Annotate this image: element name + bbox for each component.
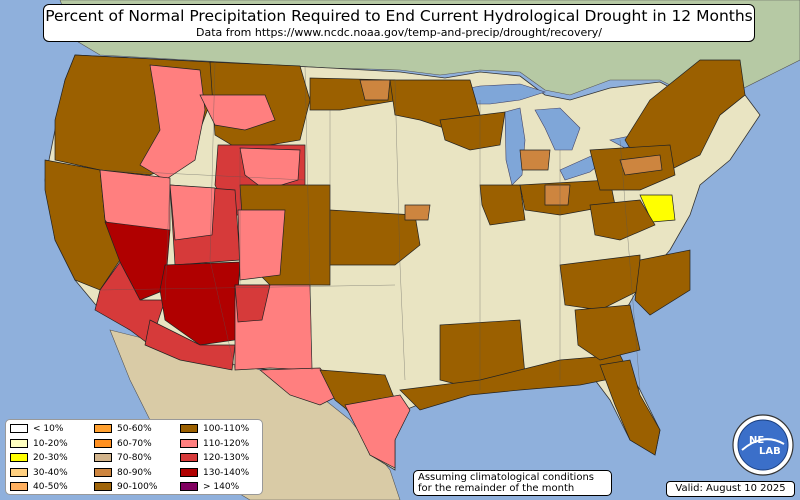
legend-swatch bbox=[10, 453, 28, 462]
legend-item: 10-20% bbox=[10, 438, 68, 449]
legend-label: 40-50% bbox=[33, 482, 68, 492]
legend-label: 10-20% bbox=[33, 438, 68, 449]
legend-label: 60-70% bbox=[117, 438, 152, 449]
legend-swatch bbox=[10, 424, 28, 433]
region-michigan-orange bbox=[519, 149, 551, 171]
region-florida bbox=[599, 359, 661, 456]
legend-label: 30-40% bbox=[33, 467, 68, 478]
legend-item: 40-50% bbox=[10, 482, 68, 492]
legend-swatch bbox=[10, 438, 28, 448]
legend-label: 80-90% bbox=[117, 467, 152, 478]
region-west-texas bbox=[259, 367, 341, 406]
legend-swatch bbox=[94, 438, 112, 448]
legend: < 10% 10-20% 20-30% 30-40% 40-50% 50-60% 60-70… bbox=[5, 419, 263, 495]
drought-regions bbox=[44, 54, 746, 469]
region-wisconsin bbox=[439, 111, 506, 151]
legend-swatch bbox=[180, 453, 198, 462]
legend-item: 20-30% bbox=[10, 453, 68, 463]
note-line-2: for the remainder of the month bbox=[418, 483, 575, 494]
region-utah-pink bbox=[169, 184, 216, 241]
legend-item: 90-100% bbox=[94, 482, 157, 492]
region-carolinas bbox=[634, 249, 691, 316]
region-south-texas bbox=[344, 394, 411, 469]
lake-huron bbox=[534, 107, 581, 151]
legend-label: < 10% bbox=[33, 424, 64, 434]
lake-michigan bbox=[504, 107, 526, 186]
map-subtitle: Data from https://www.ncdc.noaa.gov/temp… bbox=[196, 26, 602, 39]
legend-item: 110-120% bbox=[180, 438, 250, 449]
map-title: Percent of Normal Precipitation Required… bbox=[45, 7, 753, 25]
legend-swatch bbox=[10, 467, 28, 477]
region-montana-pink bbox=[199, 94, 276, 131]
region-arizona-south bbox=[144, 319, 236, 371]
region-georgia bbox=[574, 304, 641, 361]
valid-date: Valid: August 10 2025 bbox=[666, 481, 795, 497]
assumption-note: Assuming climatological conditions for t… bbox=[413, 470, 612, 496]
legend-item: 50-60% bbox=[94, 424, 152, 434]
legend-label: 110-120% bbox=[203, 438, 250, 449]
region-indiana-orange bbox=[544, 184, 571, 206]
legend-swatch bbox=[94, 424, 112, 433]
region-nevada-dark bbox=[104, 221, 171, 301]
logo-text-bottom: LAB bbox=[759, 446, 781, 457]
legend-item: 80-90% bbox=[94, 467, 152, 478]
region-appalachia bbox=[559, 254, 641, 311]
legend-item: 70-80% bbox=[94, 453, 152, 463]
legend-label: 100-110% bbox=[203, 424, 250, 434]
legend-item: 30-40% bbox=[10, 467, 68, 478]
region-dakotas-orange bbox=[359, 79, 391, 101]
legend-label: 130-140% bbox=[203, 467, 250, 478]
region-missouri-orange bbox=[404, 204, 431, 221]
legend-swatch bbox=[94, 453, 112, 462]
legend-swatch bbox=[10, 482, 28, 491]
legend-label: 120-130% bbox=[203, 453, 250, 463]
legend-item: 120-130% bbox=[180, 453, 249, 463]
title-box: Percent of Normal Precipitation Required… bbox=[43, 4, 755, 42]
note-line-1: Assuming climatological conditions bbox=[418, 472, 594, 483]
legend-swatch bbox=[180, 438, 198, 448]
region-virginia bbox=[589, 199, 656, 241]
legend-item: 100-110% bbox=[180, 424, 249, 434]
legend-swatch bbox=[180, 424, 198, 433]
region-pa-orange bbox=[619, 154, 663, 176]
legend-swatch bbox=[180, 467, 198, 477]
legend-label: > 140% bbox=[203, 482, 240, 492]
legend-item: < 10% bbox=[10, 424, 63, 434]
legend-item: > 140% bbox=[180, 482, 239, 492]
legend-item: 130-140% bbox=[180, 467, 250, 478]
legend-label: 20-30% bbox=[33, 453, 68, 463]
legend-item: 60-70% bbox=[94, 438, 152, 449]
legend-label: 90-100% bbox=[117, 482, 158, 492]
state-boundaries bbox=[99, 61, 641, 391]
legend-swatch bbox=[94, 482, 112, 491]
region-gulf-coast bbox=[399, 354, 631, 411]
region-southern-california bbox=[94, 261, 166, 346]
legend-label: 70-80% bbox=[117, 453, 152, 463]
legend-swatch bbox=[94, 467, 112, 477]
legend-swatch bbox=[180, 482, 198, 491]
region-new-mexico-red bbox=[234, 284, 271, 323]
region-colorado-pink bbox=[237, 209, 286, 281]
logo-text-top: NE bbox=[749, 435, 764, 446]
nexlab-logo: NE LAB bbox=[732, 414, 794, 476]
region-iowa-illinois bbox=[479, 184, 526, 226]
legend-label: 50-60% bbox=[117, 424, 152, 434]
